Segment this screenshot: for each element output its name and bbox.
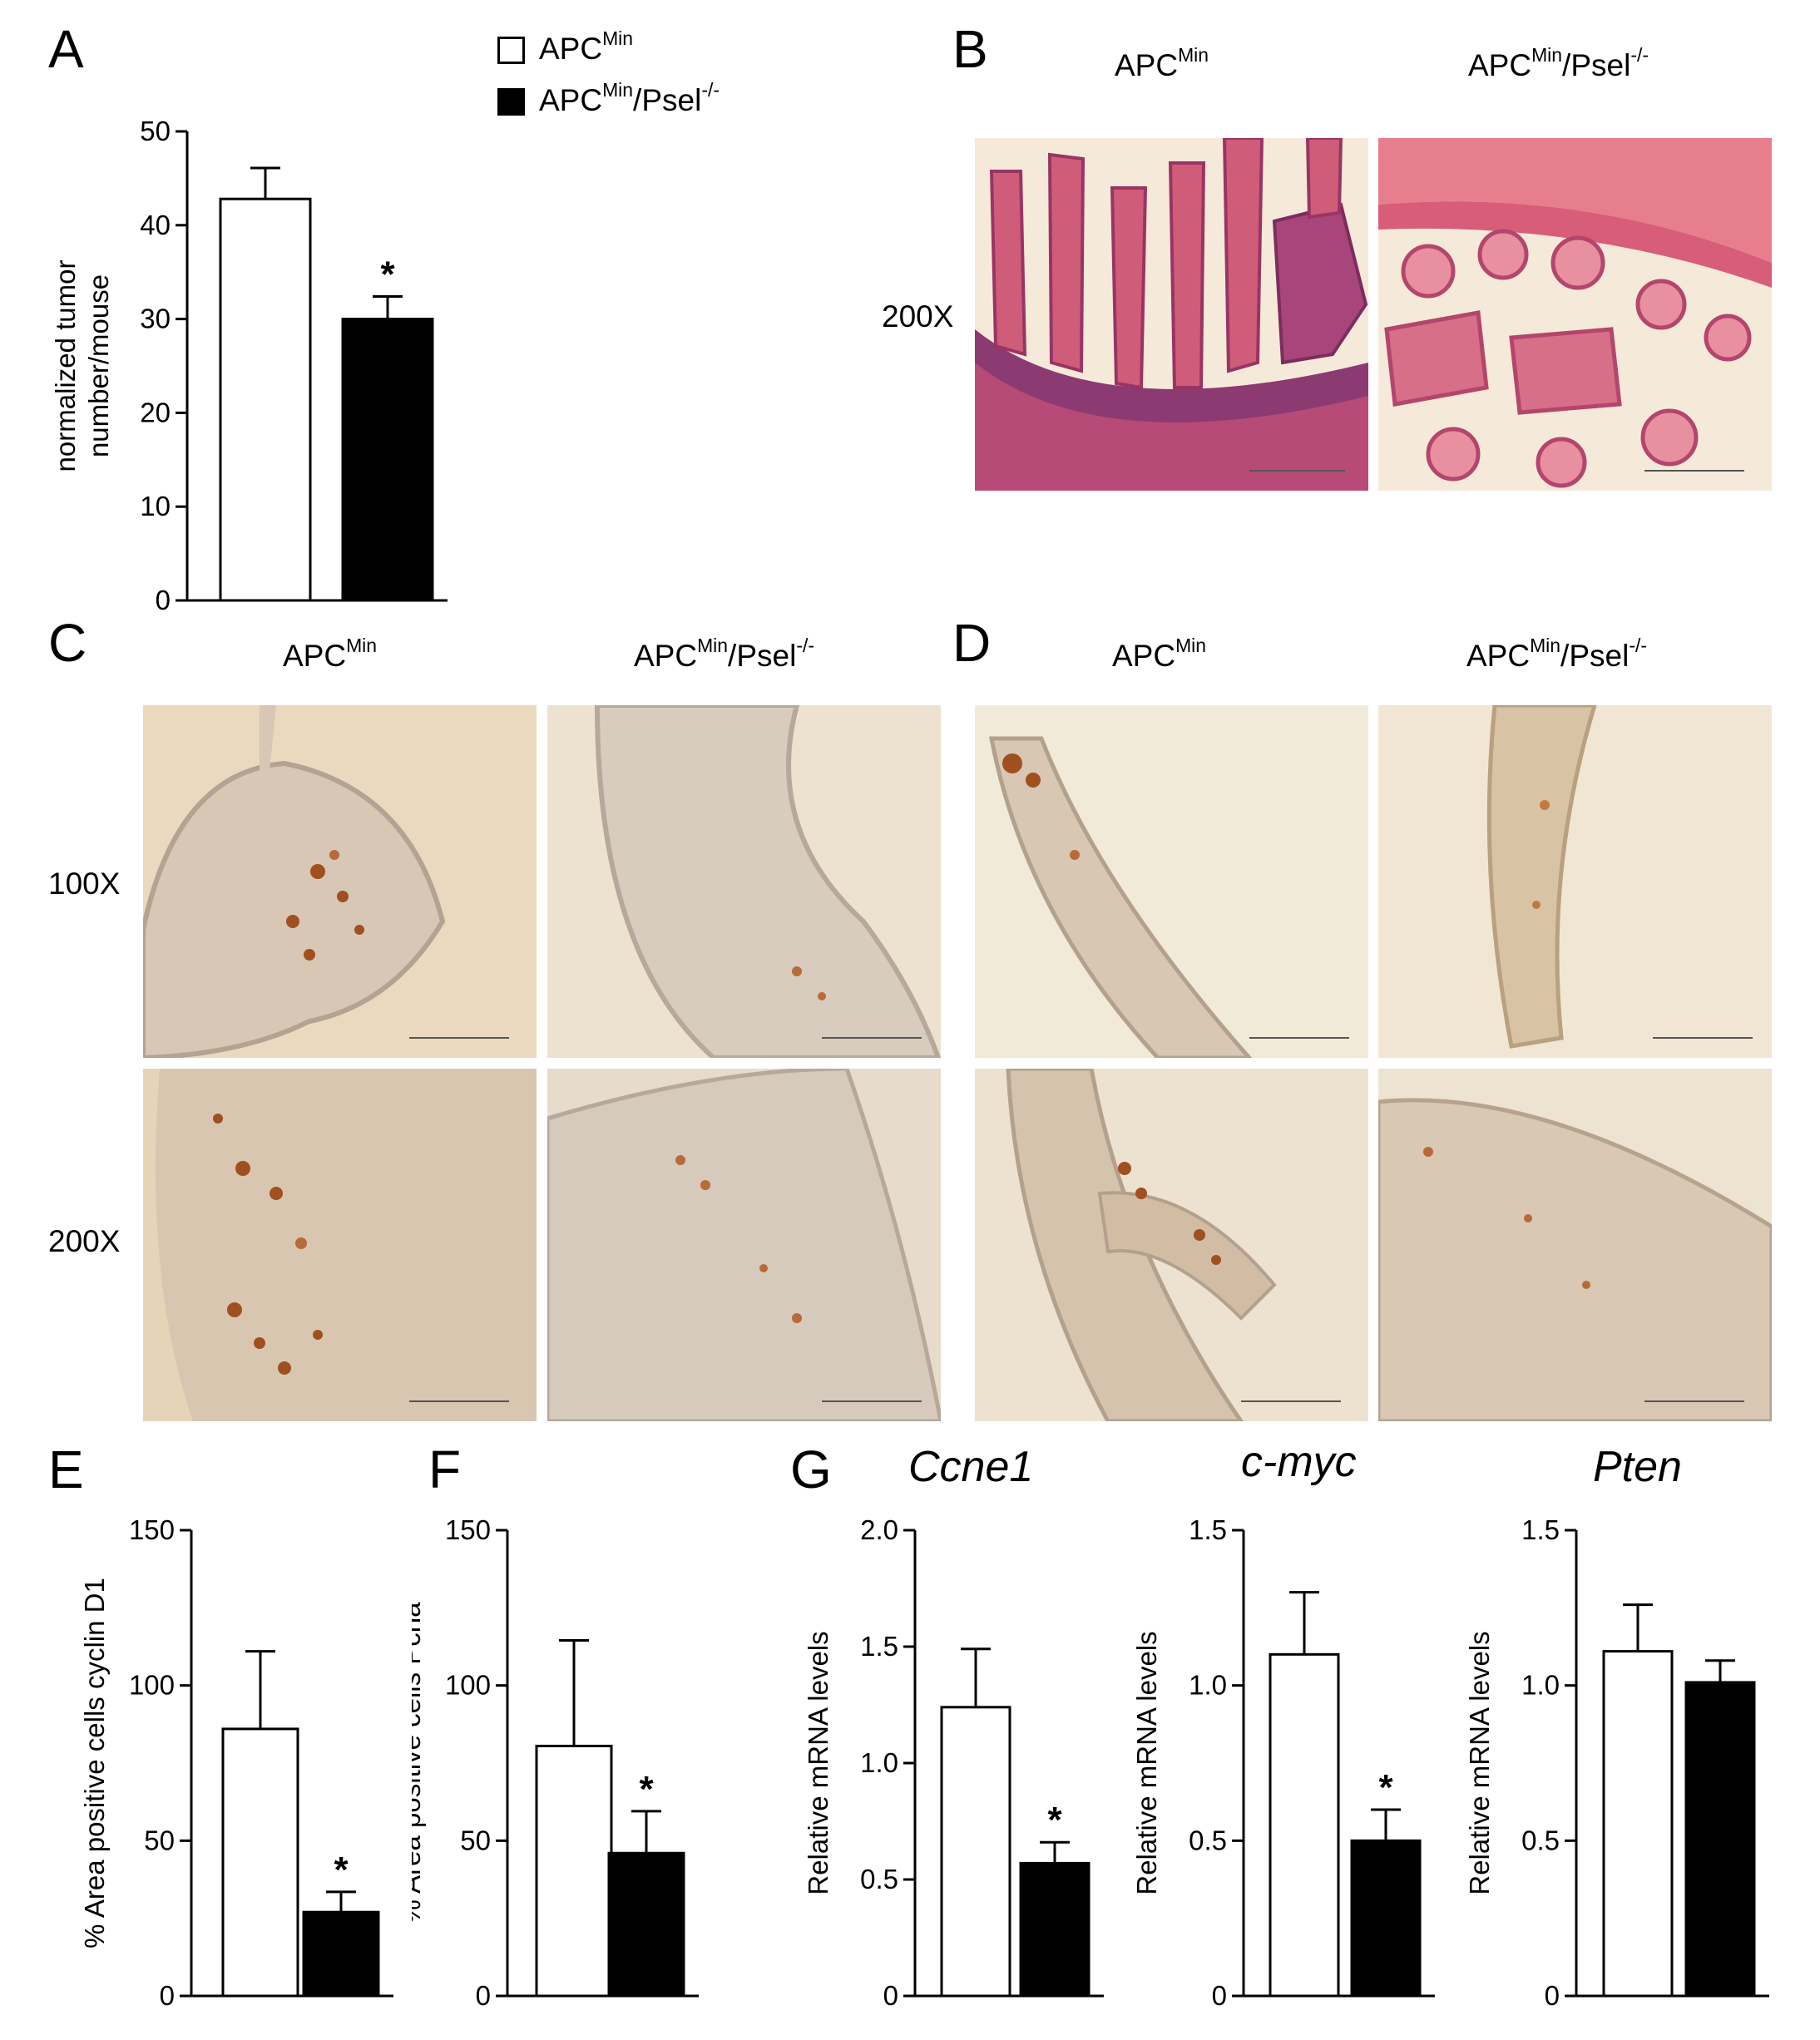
micrograph-d-apcmin-100x	[975, 705, 1368, 1058]
chart-g-ccne1: 0 0.5 1.0 1.5 2.0 Relative mRNA levels *	[803, 1514, 1104, 2011]
legend-item-wt: APCMin	[497, 27, 913, 73]
panel-label-a: A	[48, 19, 84, 79]
y-tick-label: 1.0	[860, 1747, 898, 1778]
chart-e-cyclin-d1: 0 50 100 150 % Area positive cells cyclin D1…	[79, 1514, 393, 2011]
magnification-label-c-100x: 100X	[48, 867, 121, 901]
y-tick-label: 0	[156, 585, 171, 615]
y-axis-label: Relative mRNA levels	[1464, 1631, 1495, 1894]
legend-label-ko: APCMin/Psel-/-	[539, 78, 720, 117]
y-axis-label-line: number/mouse	[83, 274, 114, 457]
micrograph-b-apcmin	[975, 138, 1368, 491]
chart-g-c-myc: 0 0.5 1.0 1.5 Relative mRNA levels *	[1131, 1514, 1435, 2011]
y-tick-label: 150	[129, 1514, 175, 1545]
bar	[1350, 1839, 1422, 1998]
y-tick-label: 1.5	[860, 1631, 898, 1662]
header-d-wt: APCMin	[1112, 634, 1207, 673]
panel-label-b: B	[952, 19, 988, 79]
panel-label-f: F	[428, 1440, 462, 1499]
micrograph-b-apcmin-psel	[1378, 138, 1772, 491]
y-tick-label: 0	[1212, 1980, 1227, 2011]
legend-swatch-ko	[497, 88, 525, 116]
panel-label-d: D	[952, 613, 992, 673]
panel-label-e: E	[48, 1440, 84, 1499]
micrograph-c-apcmin-psel-200x	[547, 1069, 941, 1421]
bar	[341, 318, 434, 602]
chart-f-pcna: 0 50 100 150 % Area positive cells Pcna *	[412, 1514, 699, 2011]
significance-marker: *	[380, 254, 395, 295]
y-axis-label: % Area positive cells cyclin D1	[79, 1578, 110, 1949]
significance-marker: *	[334, 1850, 349, 1890]
micrograph-d-apcmin-200x	[975, 1069, 1368, 1421]
significance-marker: *	[1047, 1800, 1062, 1840]
bar	[219, 197, 312, 602]
header-c-wt: APCMin	[283, 634, 378, 673]
legend-swatch-wt	[497, 37, 525, 64]
y-axis-label-line: normalized tumor	[50, 260, 81, 472]
bar	[1684, 1681, 1756, 1998]
gene-title-pten: Pten	[1593, 1443, 1682, 1491]
header-d-ko: APCMin/Psel-/-	[1466, 634, 1647, 673]
bar	[535, 1744, 613, 1998]
y-tick-label: 50	[140, 116, 171, 146]
y-tick-label: 0	[883, 1980, 898, 2011]
y-tick-label: 150	[445, 1514, 491, 1545]
magnification-label-b-200x: 200X	[882, 299, 954, 333]
y-tick-label: 0.5	[1521, 1825, 1560, 1855]
y-tick-label: 1.0	[1189, 1670, 1227, 1701]
y-tick-label: 30	[140, 304, 171, 334]
y-tick-label: 1.5	[1521, 1514, 1560, 1545]
bar	[940, 1706, 1011, 1998]
chart-a-tumor-number: 0 10 20 30 40 50 normalized tumornumber/mouse *	[50, 116, 448, 615]
panel-label-g: G	[790, 1440, 832, 1499]
y-tick-label: 1.5	[1189, 1514, 1227, 1545]
micrograph-d-apcmin-psel-100x	[1378, 705, 1772, 1058]
y-tick-label: 40	[140, 210, 171, 240]
y-axis-label: Relative mRNA levels	[803, 1631, 833, 1894]
panel-label-c: C	[48, 613, 87, 673]
legend-item-ko: APCMin/Psel-/-	[497, 78, 913, 125]
y-tick-label: 1.0	[1521, 1670, 1560, 1701]
y-tick-label: 0	[476, 1980, 491, 2011]
gene-title-c-myc: c-myc	[1241, 1438, 1357, 1486]
y-tick-label: 0.5	[860, 1864, 898, 1894]
y-tick-label: 2.0	[860, 1514, 898, 1545]
bar	[1269, 1652, 1340, 1998]
legend-label-wt: APCMin	[539, 27, 634, 66]
micrograph-d-apcmin-psel-200x	[1378, 1069, 1772, 1421]
header-b-wt: APCMin	[1115, 43, 1209, 82]
y-tick-label: 0.5	[1189, 1825, 1227, 1855]
y-tick-label: 50	[144, 1825, 175, 1855]
bar	[1019, 1861, 1091, 1998]
bar	[607, 1851, 685, 1998]
header-c-ko: APCMin/Psel-/-	[634, 634, 814, 673]
significance-marker: *	[639, 1769, 654, 1810]
bar	[302, 1910, 380, 1998]
y-tick-label: 100	[129, 1670, 175, 1701]
y-axis-label: Relative mRNA levels	[1131, 1631, 1162, 1894]
micrograph-c-apcmin-200x	[143, 1069, 537, 1421]
magnification-label-c-200x: 200X	[48, 1224, 121, 1258]
y-tick-label: 20	[140, 397, 171, 427]
y-tick-label: 50	[460, 1825, 491, 1855]
significance-marker: *	[1378, 1767, 1393, 1808]
gene-title-ccne1: Ccne1	[908, 1443, 1034, 1491]
y-tick-label: 10	[140, 491, 171, 521]
bar	[1602, 1650, 1674, 1998]
header-b-ko: APCMin/Psel-/-	[1468, 43, 1649, 82]
bar	[221, 1727, 299, 1998]
y-axis-label: % Area positive cells Pcna	[412, 1602, 426, 1924]
micrograph-c-apcmin-psel-100x	[547, 705, 941, 1058]
micrograph-c-apcmin-100x	[143, 705, 537, 1058]
y-tick-label: 0	[160, 1980, 175, 2011]
chart-g-pten: 0 0.5 1.0 1.5 Relative mRNA levels	[1464, 1514, 1769, 2011]
y-tick-label: 100	[445, 1670, 491, 1701]
y-tick-label: 0	[1545, 1980, 1560, 2011]
y-axis-label: normalized tumornumber/mouse	[50, 260, 114, 472]
